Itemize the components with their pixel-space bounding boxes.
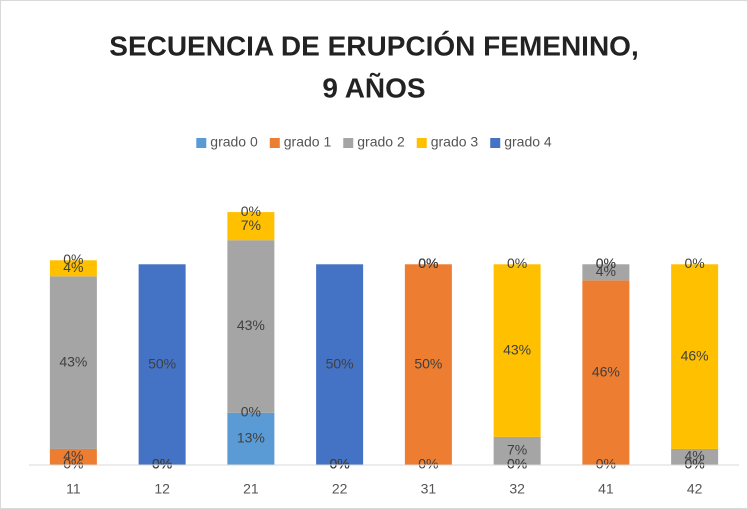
data-label: 0% — [152, 456, 172, 472]
bar-segment — [227, 212, 275, 241]
data-label: 0% — [418, 255, 438, 271]
legend-swatch — [490, 138, 501, 148]
x-tick-label: 31 — [421, 481, 437, 497]
bar-segment — [227, 240, 275, 413]
legend-swatch — [196, 138, 207, 148]
data-label: 0% — [685, 456, 705, 472]
bar-segment — [582, 264, 630, 281]
data-label: 43% — [59, 353, 87, 369]
data-label: 0% — [685, 456, 705, 472]
data-label: 50% — [326, 355, 354, 371]
data-label: 4% — [63, 259, 83, 275]
data-label: 0% — [507, 255, 527, 271]
data-label: 46% — [592, 363, 620, 379]
bar-segment — [138, 264, 186, 465]
data-label: 0% — [63, 456, 83, 472]
legend-label: grado 2 — [357, 134, 405, 150]
data-label: 0% — [418, 255, 438, 271]
data-label: 0% — [330, 456, 350, 472]
data-label: 46% — [681, 347, 709, 363]
data-label: 0% — [330, 456, 350, 472]
bar-segment — [404, 264, 452, 465]
bar-segment — [49, 448, 97, 465]
chart-title: SECUENCIA DE ERUPCIÓN FEMENINO, — [109, 30, 638, 61]
data-label: 7% — [507, 442, 527, 458]
bar-segment — [49, 276, 97, 449]
data-label: 0% — [330, 456, 350, 472]
legend-swatch — [269, 138, 280, 148]
bar-segment — [49, 260, 97, 277]
bar-segment — [227, 412, 275, 465]
bar-segment — [493, 436, 541, 465]
data-label: 50% — [148, 355, 176, 371]
legend-label: grado 3 — [431, 134, 479, 150]
data-label: 13% — [237, 430, 265, 446]
bar-segment — [671, 448, 719, 465]
data-label: 0% — [418, 255, 438, 271]
bar-segment — [582, 280, 630, 465]
data-label: 0% — [63, 251, 83, 267]
data-label: 0% — [507, 456, 527, 472]
data-label: 0% — [241, 404, 261, 420]
x-tick-label: 21 — [243, 481, 259, 497]
bar-segment — [671, 264, 719, 449]
data-label: 0% — [507, 456, 527, 472]
x-tick-label: 41 — [598, 481, 614, 497]
data-label: 43% — [503, 341, 531, 357]
data-label: 7% — [241, 217, 261, 233]
x-tick-label: 32 — [509, 481, 525, 497]
data-label: 0% — [330, 456, 350, 472]
data-label: 0% — [418, 456, 438, 472]
legend-swatch — [416, 138, 427, 148]
legend-swatch — [343, 138, 354, 148]
legend-label: grado 4 — [504, 134, 552, 150]
x-tick-label: 22 — [332, 481, 348, 497]
data-label: 0% — [152, 456, 172, 472]
legend-label: grado 0 — [210, 134, 258, 150]
data-label: 0% — [152, 456, 172, 472]
legend-label: grado 1 — [284, 134, 332, 150]
data-label: 0% — [152, 456, 172, 472]
data-label: 0% — [241, 203, 261, 219]
data-label: 4% — [596, 263, 616, 279]
bar-segment — [493, 264, 541, 437]
data-label: 0% — [596, 456, 616, 472]
data-label: 50% — [414, 355, 442, 371]
data-label: 4% — [63, 448, 83, 464]
data-label: 4% — [685, 448, 705, 464]
bar-segment — [316, 264, 364, 465]
chart-title: 9 AÑOS — [322, 72, 425, 103]
data-label: 0% — [596, 255, 616, 271]
data-label: 0% — [685, 255, 705, 271]
x-tick-label: 11 — [66, 481, 81, 497]
data-label: 0% — [596, 255, 616, 271]
x-tick-label: 42 — [687, 481, 703, 497]
x-tick-label: 12 — [154, 481, 170, 497]
data-label: 43% — [237, 317, 265, 333]
